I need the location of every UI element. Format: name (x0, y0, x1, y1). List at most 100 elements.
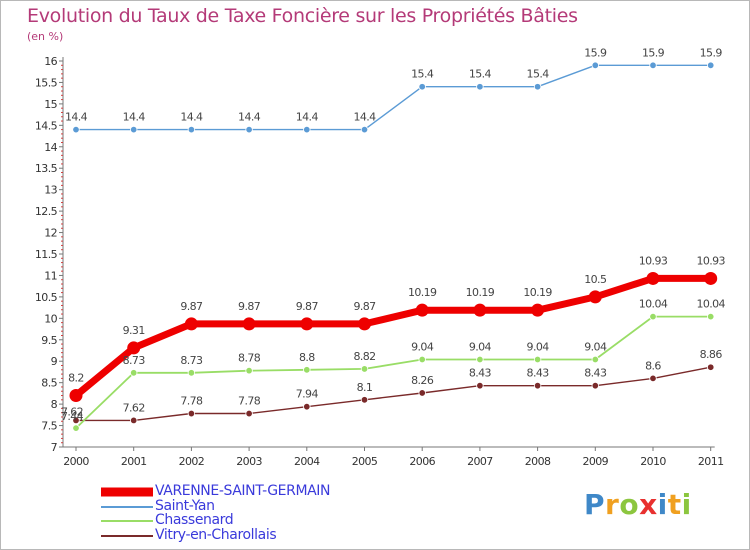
data-point[interactable] (533, 355, 542, 364)
data-point[interactable] (360, 125, 369, 134)
data-point[interactable] (303, 402, 311, 411)
data-point[interactable] (591, 355, 599, 364)
data-label: 8.73 (180, 354, 203, 367)
data-point[interactable] (129, 369, 138, 377)
data-label: 8.8 (299, 351, 315, 364)
data-label: 14.4 (123, 111, 146, 124)
data-point[interactable] (473, 303, 487, 317)
data-point[interactable] (127, 341, 141, 355)
data-label: 8.26 (411, 374, 434, 387)
data-point[interactable] (129, 125, 138, 134)
data-label: 8.82 (353, 350, 375, 363)
data-point[interactable] (707, 363, 715, 371)
data-label: 10.5 (584, 273, 607, 286)
data-point[interactable] (707, 312, 715, 321)
data-point[interactable] (358, 317, 371, 331)
x-tick-label: 2008 (525, 455, 551, 468)
legend-label: Saint-Yan (155, 497, 215, 514)
legend-swatch (101, 520, 153, 523)
series-group: 8.2 9.31 9.87 9.87 9.87 9.87 10.19 10.19 10.19 10… (61, 46, 726, 432)
data-point[interactable] (187, 369, 196, 377)
data-point[interactable] (303, 125, 311, 134)
data-point[interactable] (245, 366, 253, 375)
data-point[interactable] (360, 396, 369, 404)
series-saint-yan (72, 61, 715, 134)
data-label: 8.1 (357, 381, 373, 394)
data-point[interactable] (300, 317, 314, 331)
data-label: 9.04 (527, 341, 550, 354)
logo-letter: i (657, 488, 668, 521)
data-label: 10.04 (696, 298, 725, 311)
x-tick-label: 2001 (121, 455, 147, 468)
data-point[interactable] (245, 409, 253, 418)
data-point[interactable] (533, 83, 542, 91)
data-point[interactable] (704, 271, 718, 285)
data-point[interactable] (187, 125, 196, 134)
data-point[interactable] (649, 61, 657, 69)
data-label: 7.94 (296, 388, 319, 401)
data-point[interactable] (415, 303, 429, 317)
data-point[interactable] (187, 409, 196, 418)
data-label: 10.04 (639, 298, 668, 311)
data-labels: 14.4 14.4 14.4 14.4 14.4 14.4 15.4 15.4 15.4 15.9… (65, 46, 723, 124)
data-point[interactable] (184, 317, 198, 331)
y-tick-label: 10.5 (35, 291, 58, 304)
y-tick-label: 13 (44, 184, 57, 197)
data-point[interactable] (360, 365, 369, 373)
data-label: 9.04 (411, 341, 434, 354)
data-point[interactable] (591, 381, 599, 390)
data-label: 10.93 (639, 254, 668, 267)
data-point[interactable] (72, 416, 80, 425)
data-label: 8.86 (700, 348, 723, 361)
data-point[interactable] (646, 271, 660, 285)
series-line (75, 366, 712, 422)
data-label: 14.4 (296, 111, 319, 124)
data-label: 14.4 (180, 111, 203, 124)
y-tick-label: 8 (51, 398, 58, 411)
x-tick-label: 2003 (236, 455, 262, 468)
x-tick-label: 2000 (63, 455, 89, 468)
legend-label: Vitry-en-Charollais (155, 526, 277, 543)
data-point[interactable] (476, 83, 484, 91)
x-tick-label: 2007 (467, 455, 493, 468)
data-point[interactable] (69, 389, 83, 403)
data-label: 15.9 (700, 46, 723, 59)
data-label: 14.4 (65, 111, 88, 124)
data-label: 9.87 (238, 300, 261, 313)
data-point[interactable] (649, 374, 657, 383)
data-point[interactable] (707, 61, 715, 69)
data-point[interactable] (418, 83, 426, 91)
data-point[interactable] (245, 125, 253, 134)
data-point[interactable] (72, 125, 80, 134)
data-label: 9.87 (353, 300, 376, 313)
data-point[interactable] (476, 381, 484, 390)
y-tick-label: 15 (44, 98, 57, 111)
data-label: 8.43 (584, 367, 607, 380)
data-point[interactable] (242, 317, 256, 331)
y-tick-label: 9 (51, 355, 58, 368)
data-point[interactable] (418, 355, 426, 364)
y-tick-label: 13.5 (35, 162, 58, 175)
logo-letter: x (639, 488, 658, 521)
y-axis-unit-label: (en %) (27, 30, 64, 43)
data-point[interactable] (72, 424, 80, 432)
data-point[interactable] (531, 303, 545, 317)
data-label: 15.9 (642, 46, 665, 59)
y-tick-label: 9.5 (41, 334, 57, 347)
data-point[interactable] (476, 355, 484, 364)
y-tick-label: 7.5 (41, 420, 57, 433)
x-tick-label: 2011 (698, 455, 724, 468)
series-vitry-en-charollais (72, 363, 715, 425)
legend-swatch (101, 487, 153, 497)
data-point[interactable] (418, 389, 426, 397)
data-point[interactable] (303, 366, 311, 374)
data-point[interactable] (649, 312, 657, 321)
data-point[interactable] (533, 381, 542, 390)
series-varenne-saint-germain (69, 271, 718, 403)
data-label: 15.4 (411, 68, 434, 81)
data-point[interactable] (588, 290, 602, 304)
data-point[interactable] (591, 61, 599, 69)
data-point[interactable] (129, 416, 138, 425)
